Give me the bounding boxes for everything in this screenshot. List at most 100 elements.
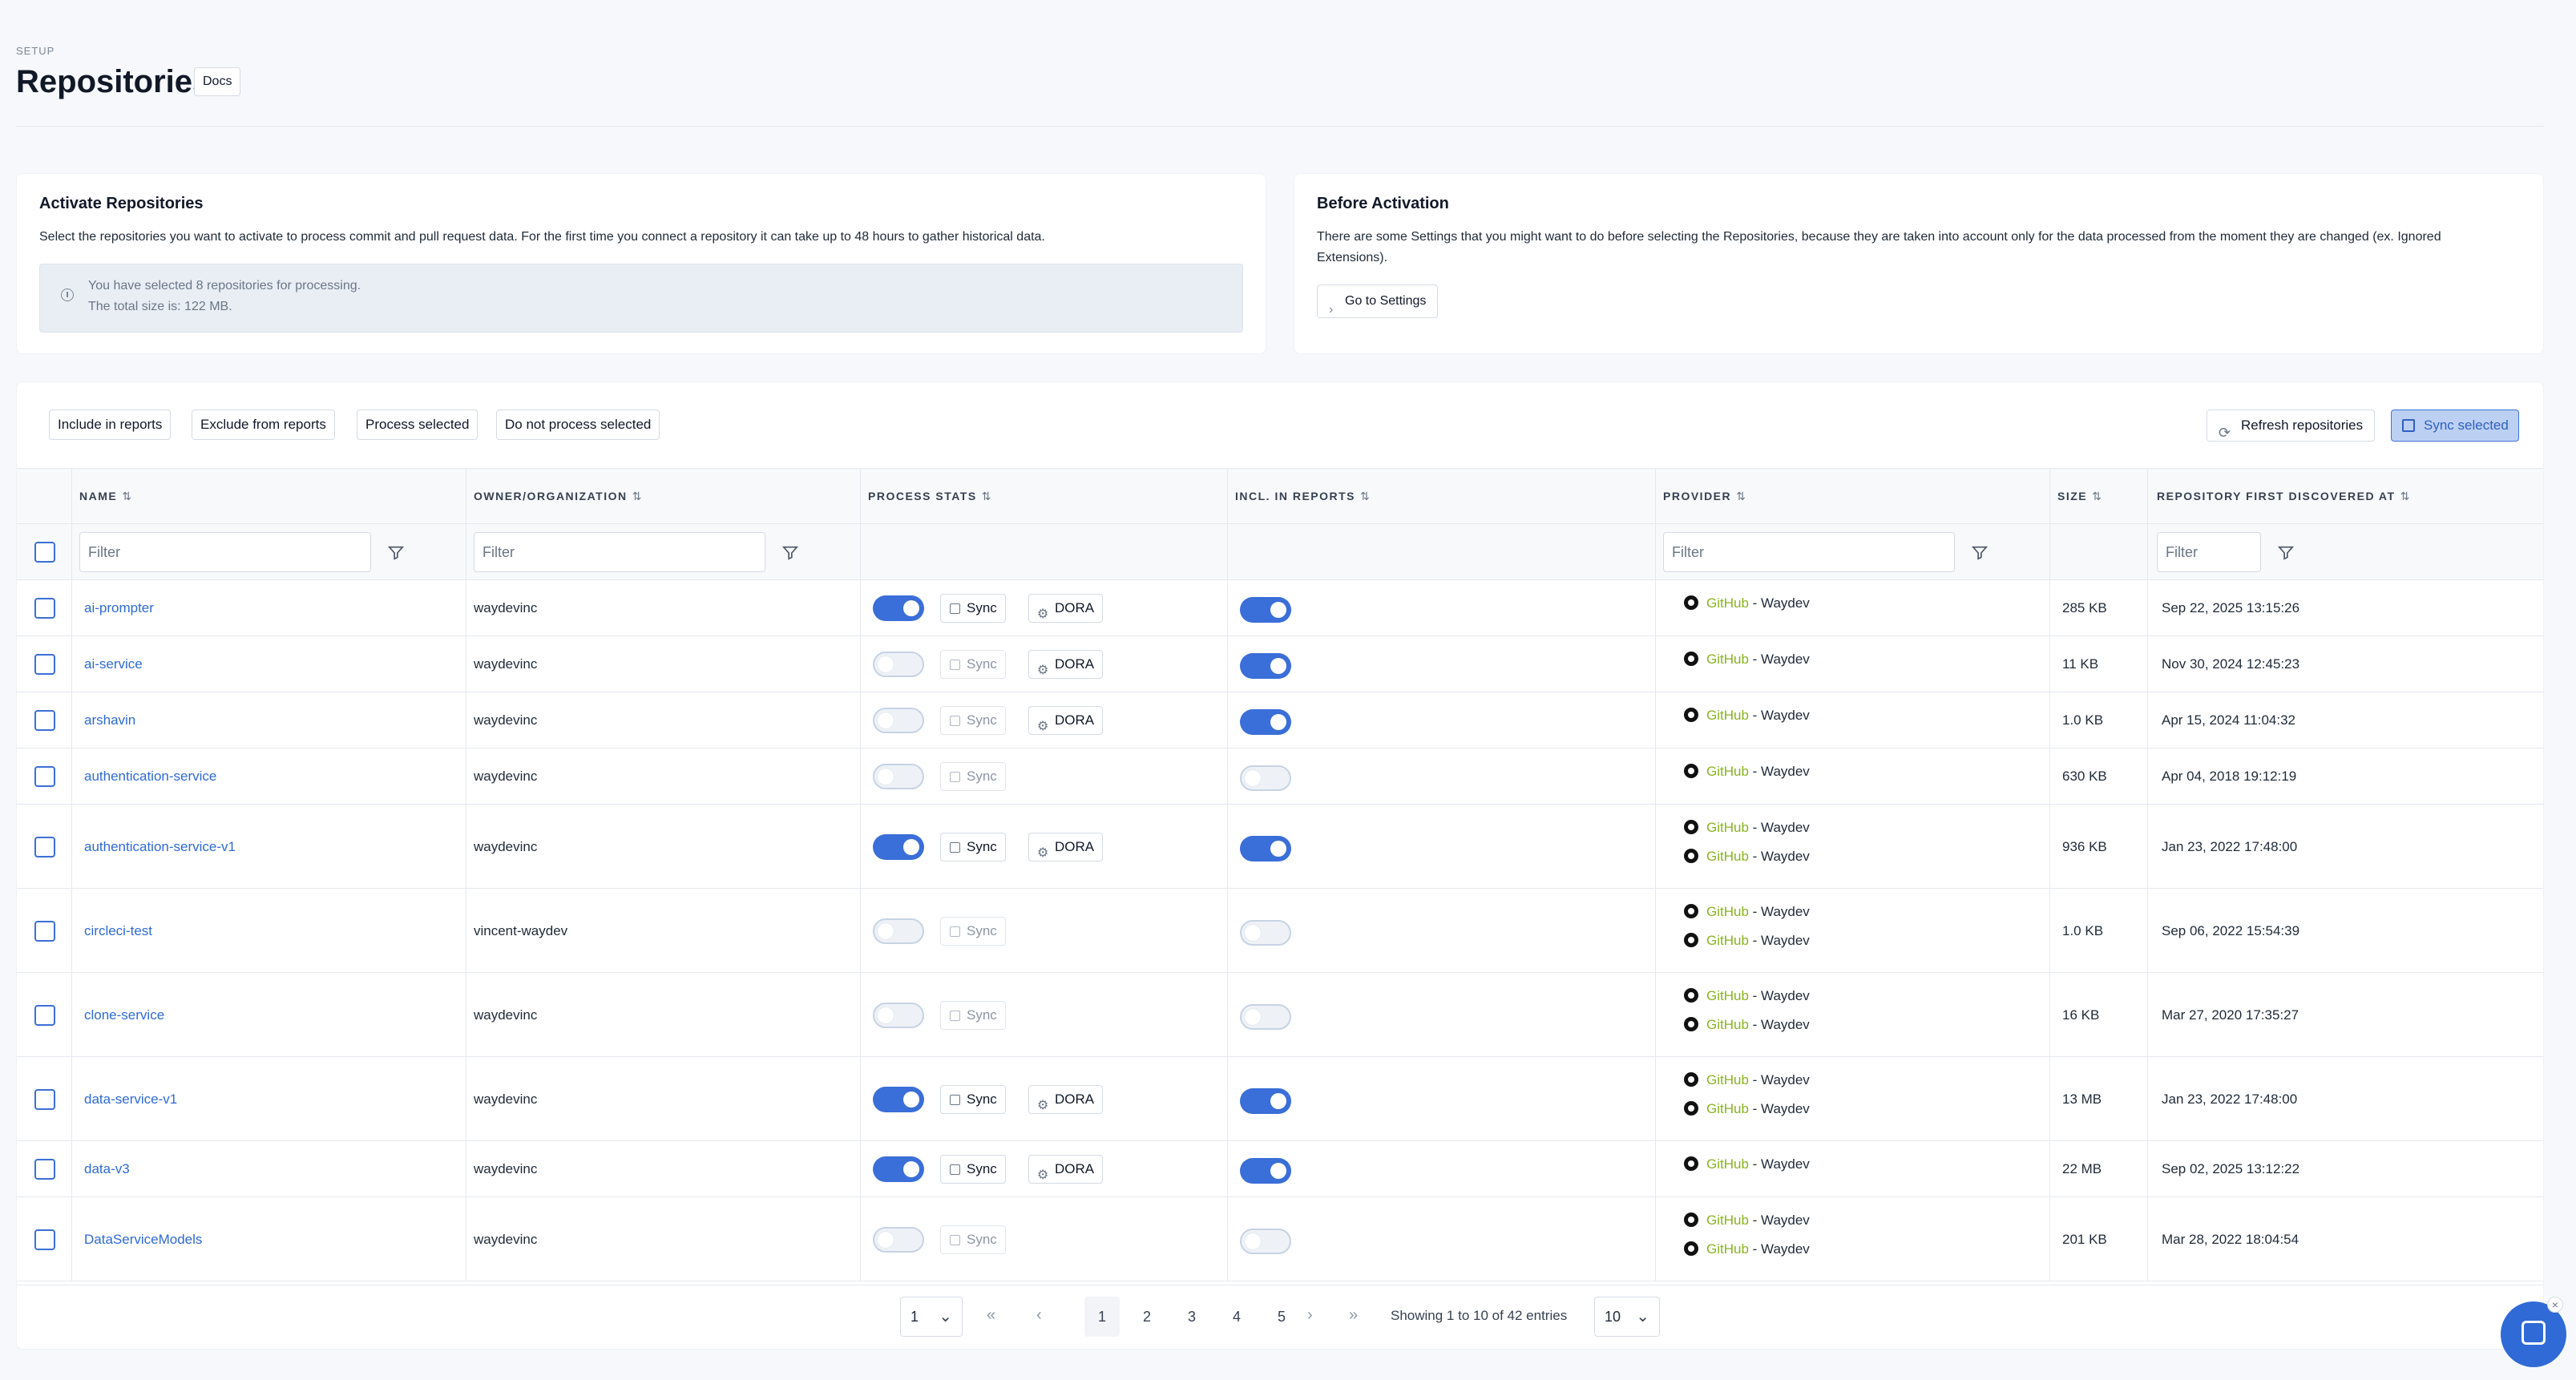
dora-button[interactable]: ⚙ DORA xyxy=(1028,1085,1104,1114)
repository-name-link[interactable]: circleci-test xyxy=(84,923,153,938)
provider-link[interactable]: GitHub xyxy=(1706,1101,1749,1116)
provider-link[interactable]: GitHub xyxy=(1706,820,1749,835)
provider-link[interactable]: GitHub xyxy=(1706,904,1749,919)
include-in-reports-toggle[interactable] xyxy=(1240,653,1291,679)
process-stats-toggle[interactable] xyxy=(873,1087,924,1112)
sync-button[interactable]: Sync xyxy=(940,833,1006,861)
per-page-select[interactable]: 10 ⌄ xyxy=(1594,1297,1660,1337)
include-in-reports-toggle[interactable] xyxy=(1240,765,1291,791)
dora-button[interactable]: ⚙ DORA xyxy=(1028,1155,1104,1184)
include-in-reports-toggle[interactable] xyxy=(1240,1004,1291,1030)
provider-link[interactable]: GitHub xyxy=(1706,1241,1749,1257)
column-header-process-stats[interactable]: PROCESS STATS ⇅ xyxy=(868,490,991,502)
row-checkbox[interactable] xyxy=(34,837,55,857)
provider-link[interactable]: GitHub xyxy=(1706,1072,1749,1087)
column-header-incl-in-reports[interactable]: INCL. IN REPORTS ⇅ xyxy=(1235,490,1370,502)
sync-button[interactable]: Sync xyxy=(940,1085,1006,1114)
sync-button[interactable]: Sync xyxy=(940,1225,1006,1254)
filter-icon[interactable] xyxy=(2277,544,2295,562)
repository-name-link[interactable]: ai-service xyxy=(84,656,143,672)
provider-link[interactable]: GitHub xyxy=(1706,988,1749,1003)
repository-name-link[interactable]: arshavin xyxy=(84,712,136,728)
sync-button[interactable]: Sync xyxy=(940,917,1006,946)
include-in-reports-toggle[interactable] xyxy=(1240,597,1291,623)
process-stats-toggle[interactable] xyxy=(873,1227,924,1253)
previous-page-icon[interactable]: ‹ xyxy=(1036,1306,1042,1324)
process-stats-toggle[interactable] xyxy=(873,595,924,621)
next-page-icon[interactable]: › xyxy=(1307,1306,1313,1324)
docs-button[interactable]: Docs xyxy=(194,67,241,96)
first-page-icon[interactable]: « xyxy=(987,1306,996,1324)
row-checkbox[interactable] xyxy=(34,1159,55,1180)
refresh-repositories-button[interactable]: ⟳ Refresh repositories xyxy=(2207,410,2376,442)
include-in-reports-toggle[interactable] xyxy=(1240,709,1291,735)
provider-link[interactable]: GitHub xyxy=(1706,1156,1749,1172)
row-checkbox[interactable] xyxy=(34,654,55,675)
dora-button[interactable]: ⚙ DORA xyxy=(1028,650,1104,679)
dora-button[interactable]: ⚙ DORA xyxy=(1028,594,1104,623)
provider-link[interactable]: GitHub xyxy=(1706,764,1749,779)
process-stats-toggle[interactable] xyxy=(873,834,924,860)
repository-name-link[interactable]: authentication-service xyxy=(84,769,217,784)
provider-link[interactable]: GitHub xyxy=(1706,933,1749,948)
dora-button[interactable]: ⚙ DORA xyxy=(1028,833,1104,861)
repository-name-link[interactable]: authentication-service-v1 xyxy=(84,839,236,854)
sync-button[interactable]: Sync xyxy=(940,762,1006,791)
provider-link[interactable]: GitHub xyxy=(1706,849,1749,864)
process-stats-toggle[interactable] xyxy=(873,1003,924,1028)
repository-name-link[interactable]: clone-service xyxy=(84,1007,165,1023)
chat-close-icon[interactable]: × xyxy=(2547,1297,2563,1313)
include-in-reports-button[interactable]: Include in reports xyxy=(49,410,172,440)
page-number-button[interactable]: 1 xyxy=(1084,1297,1120,1337)
provider-link[interactable]: GitHub xyxy=(1706,1017,1749,1032)
include-in-reports-toggle[interactable] xyxy=(1240,1229,1291,1254)
page-number-button[interactable]: 4 xyxy=(1232,1309,1241,1325)
process-stats-toggle[interactable] xyxy=(873,708,924,733)
select-all-checkbox[interactable] xyxy=(34,542,55,563)
process-stats-toggle[interactable] xyxy=(873,1156,924,1182)
page-number-button[interactable]: 2 xyxy=(1142,1309,1151,1325)
filter-icon[interactable] xyxy=(781,544,799,562)
column-header-owner[interactable]: OWNER/ORGANIZATION ⇅ xyxy=(474,490,642,502)
provider-link[interactable]: GitHub xyxy=(1706,708,1749,723)
include-in-reports-toggle[interactable] xyxy=(1240,920,1291,946)
row-checkbox[interactable] xyxy=(34,1229,55,1250)
repository-name-link[interactable]: data-service-v1 xyxy=(84,1091,178,1107)
row-checkbox[interactable] xyxy=(34,710,55,731)
page-number-button[interactable]: 3 xyxy=(1187,1309,1196,1325)
go-to-settings-button[interactable]: › Go to Settings xyxy=(1317,284,1439,318)
filter-icon[interactable] xyxy=(1971,544,1989,562)
process-stats-toggle[interactable] xyxy=(873,918,924,944)
discovered-filter-input[interactable] xyxy=(2157,532,2261,572)
column-header-discovered-at[interactable]: REPOSITORY FIRST DISCOVERED AT ⇅ xyxy=(2157,490,2410,502)
row-checkbox[interactable] xyxy=(34,598,55,619)
repository-name-link[interactable]: ai-prompter xyxy=(84,600,154,615)
process-selected-button[interactable]: Process selected xyxy=(357,410,478,440)
page-number-button[interactable]: 5 xyxy=(1277,1309,1286,1325)
column-header-provider[interactable]: PROVIDER ⇅ xyxy=(1663,490,1746,502)
provider-filter-input[interactable] xyxy=(1663,532,1955,572)
include-in-reports-toggle[interactable] xyxy=(1240,1158,1291,1184)
provider-link[interactable]: GitHub xyxy=(1706,1213,1749,1228)
sync-button[interactable]: Sync xyxy=(940,1155,1006,1184)
row-checkbox[interactable] xyxy=(34,1005,55,1026)
repository-name-link[interactable]: DataServiceModels xyxy=(84,1232,203,1247)
do-not-process-selected-button[interactable]: Do not process selected xyxy=(496,410,660,440)
row-checkbox[interactable] xyxy=(34,766,55,787)
sync-button[interactable]: Sync xyxy=(940,650,1006,679)
repository-name-link[interactable]: data-v3 xyxy=(84,1161,130,1176)
include-in-reports-toggle[interactable] xyxy=(1240,1088,1291,1114)
name-filter-input[interactable] xyxy=(79,532,371,572)
row-checkbox[interactable] xyxy=(34,921,55,942)
filter-icon[interactable] xyxy=(387,544,405,562)
sync-selected-button[interactable]: Sync selected xyxy=(2391,410,2519,442)
sync-button[interactable]: Sync xyxy=(940,1001,1006,1030)
column-header-size[interactable]: SIZE ⇅ xyxy=(2057,490,2102,502)
sync-button[interactable]: Sync xyxy=(940,706,1006,735)
process-stats-toggle[interactable] xyxy=(873,652,924,677)
page-select[interactable]: 1 ⌄ xyxy=(900,1297,963,1337)
row-checkbox[interactable] xyxy=(34,1089,55,1110)
owner-filter-input[interactable] xyxy=(474,532,765,572)
provider-link[interactable]: GitHub xyxy=(1706,652,1749,667)
dora-button[interactable]: ⚙ DORA xyxy=(1028,706,1104,735)
